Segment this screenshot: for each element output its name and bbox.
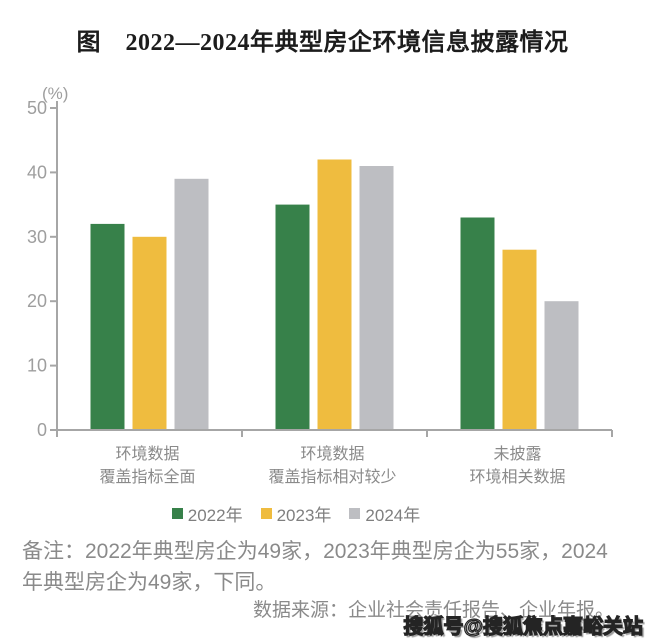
y-tick-label-40: 40 <box>27 162 47 182</box>
bar-2024年-cat1 <box>174 178 209 430</box>
bar-2023年-cat3 <box>502 249 537 430</box>
legend-swatch-2024 <box>349 508 361 519</box>
category-label-1-line2: 覆盖指标全面 <box>99 469 196 486</box>
note-text: 备注：2022年典型房企为49家，2023年典型房企为55家，2024年典型房企… <box>22 540 608 594</box>
legend-item-2022: 2022年 <box>171 501 243 526</box>
legend-swatch-2023 <box>260 508 272 519</box>
y-tick-label-30: 30 <box>27 227 47 247</box>
bar-2022年-cat1 <box>90 223 125 430</box>
figure-title: 图 2022—2024年典型房企环境信息披露情况 <box>76 30 569 56</box>
watermark-text: 搜狐号@搜狐焦点嘉峪关站 <box>403 615 644 638</box>
legend-label-2023: 2023年 <box>276 506 332 525</box>
source-text: 数据来源：企业社会责任报告、企业年报。 <box>253 600 615 621</box>
legend-swatch-2022 <box>171 508 183 519</box>
bar-2023年-cat2 <box>317 159 352 430</box>
y-tick-label-50: 50 <box>27 98 47 118</box>
category-label-3-line1: 未披露 <box>493 446 542 463</box>
legend-item-2024: 2024年 <box>349 501 420 526</box>
category-label-2-line1: 环境数据 <box>300 446 365 463</box>
y-axis-unit-label: (%) <box>42 84 69 103</box>
legend-item-2023: 2023年 <box>260 501 332 526</box>
bar-2023年-cat1 <box>132 236 167 430</box>
category-label-3-line2: 环境相关数据 <box>469 469 566 486</box>
category-label-1-line1: 环境数据 <box>115 446 180 463</box>
category-label-2: 环境数据 覆盖指标相对较少 <box>240 443 425 489</box>
bar-chart-plot: 0 10 20 30 40 50 <box>27 98 613 440</box>
legend-label-2024: 2024年 <box>365 506 421 525</box>
y-tick-label-0: 0 <box>37 420 47 440</box>
y-tick-label-10: 10 <box>27 356 47 376</box>
legend-label-2022: 2022年 <box>187 506 243 525</box>
bar-2022年-cat2 <box>275 204 310 430</box>
category-label-3: 未披露 环境相关数据 <box>425 443 610 489</box>
y-tick-label-20: 20 <box>27 291 47 311</box>
x-axis-category-labels: 环境数据 覆盖指标全面 环境数据 覆盖指标相对较少 未披露 环境相关数据 <box>0 443 645 495</box>
category-label-1: 环境数据 覆盖指标全面 <box>55 443 240 489</box>
category-label-2-line2: 覆盖指标相对较少 <box>268 469 397 486</box>
bar-2024年-cat2 <box>359 166 394 430</box>
chart-legend: 2022年 2023年 2024年 <box>0 501 592 526</box>
bar-2022年-cat3 <box>460 217 495 430</box>
bar-2024年-cat3 <box>544 301 579 430</box>
